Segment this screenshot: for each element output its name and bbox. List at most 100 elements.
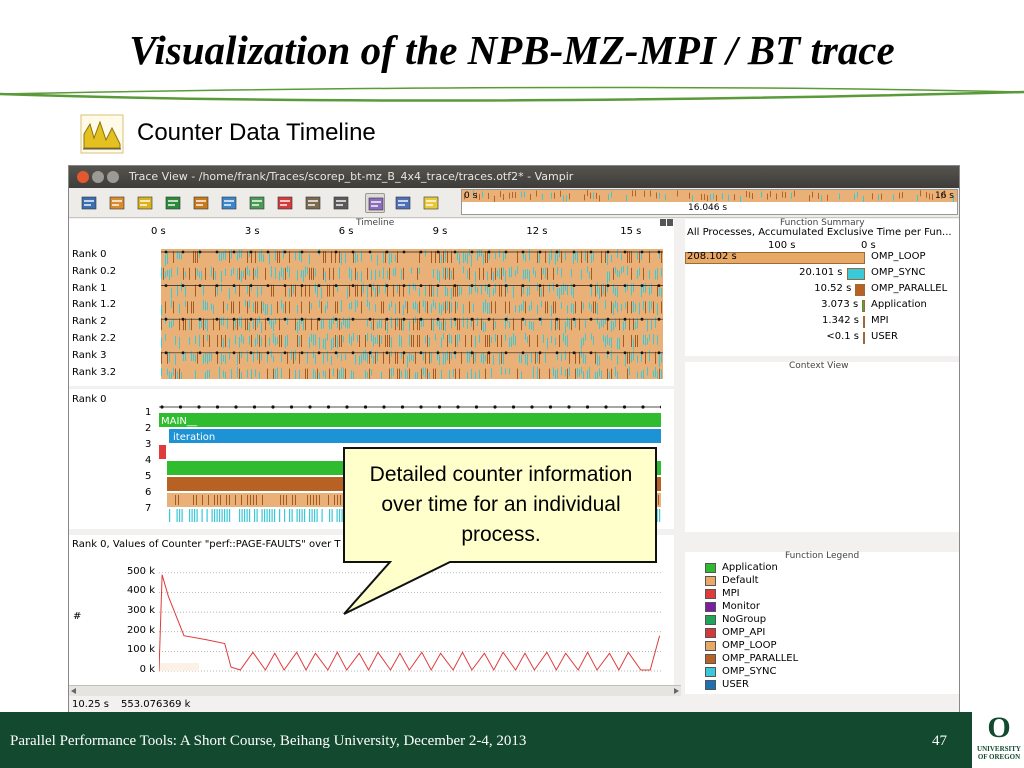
timeline-tick-label: 6 s — [338, 226, 354, 237]
legend-swatch — [705, 576, 716, 586]
timeline-tick-label: 12 s — [526, 226, 548, 237]
window-maximize-button[interactable] — [107, 171, 119, 183]
rank-label[interactable]: Rank 3.2 — [72, 366, 117, 378]
rank-label[interactable]: Rank 1 — [72, 282, 107, 294]
scroll-right-arrow[interactable] — [674, 688, 679, 694]
summary-function-name: OMP_PARALLEL — [871, 283, 948, 294]
process-rank-label: Rank 0 — [72, 394, 107, 405]
slide-footer — [0, 712, 972, 768]
master-timeline-panel: Timeline 0 s 3 s 6 s 9 s 12 s 15 s Rank 0 Rank… — [69, 218, 674, 386]
summary-bar[interactable] — [863, 316, 865, 328]
context-view-panel: Context View — [685, 361, 959, 532]
function-legend-icon[interactable] — [331, 193, 351, 213]
summary-bar[interactable] — [846, 268, 865, 280]
page-number: 47 — [932, 733, 947, 749]
process-timeline-icon[interactable] — [107, 193, 127, 213]
counter-y-tick-label: 200 k — [126, 624, 155, 636]
counter-y-tick-label: 100 k — [126, 644, 155, 656]
counter-chart[interactable] — [159, 563, 661, 675]
legend-swatch — [705, 602, 716, 612]
io-summary-icon[interactable] — [275, 193, 295, 213]
legend-swatch — [705, 589, 716, 599]
message-summary-icon[interactable] — [219, 193, 239, 213]
counter-y-tick-label: 500 k — [126, 565, 155, 577]
counter-timeline-icon[interactable] — [135, 193, 155, 213]
filter-icon[interactable] — [365, 193, 385, 213]
slide-subtitle: Counter Data Timeline — [137, 119, 376, 146]
legend-item[interactable]: OMP_API — [722, 627, 766, 638]
summary-function-name: MPI — [871, 315, 889, 326]
call-depth-label: 2 — [145, 423, 152, 434]
legend-item[interactable]: OMP_SYNC — [722, 666, 777, 677]
legend-swatch — [705, 563, 716, 573]
function-summary-header: Function Summary — [780, 218, 865, 228]
legend-item[interactable]: Default — [722, 575, 759, 586]
call-depth-label: 6 — [145, 487, 152, 498]
summary-axis-min: 0 s — [861, 240, 876, 251]
communication-matrix-icon[interactable] — [247, 193, 267, 213]
call-depth-label: 4 — [145, 455, 152, 466]
context-view-header: Context View — [789, 361, 849, 371]
rank-label[interactable]: Rank 3 — [72, 349, 107, 361]
rank-label[interactable]: Rank 2 — [72, 316, 107, 328]
master-timeline-icon[interactable] — [79, 193, 99, 213]
overview-end-label: 16 s — [934, 191, 954, 201]
window-title: Trace View - /home/frank/Traces/scorep_b… — [129, 170, 574, 183]
call-depth-label: 5 — [145, 471, 152, 482]
trace-overview[interactable]: 0 s 16 s 16.046 s — [461, 189, 958, 215]
summary-bar[interactable] — [685, 252, 865, 264]
summary-value: 1.342 s — [821, 315, 859, 326]
timeline-tick-label: 3 s — [244, 226, 260, 237]
info-icon[interactable] — [421, 193, 441, 213]
callout-bubble — [343, 447, 657, 615]
logo-mark: O — [987, 711, 1011, 744]
university-logo — [974, 712, 1024, 768]
summary-bar[interactable] — [855, 284, 865, 296]
counter-header: Rank 0, Values of Counter "perf::PAGE-FA… — [72, 539, 341, 550]
scroll-left-arrow[interactable] — [71, 688, 76, 694]
timeline-header: Timeline — [356, 218, 395, 228]
legend-swatch — [705, 641, 716, 651]
window-minimize-button[interactable] — [92, 171, 104, 183]
call-tree-icon[interactable] — [303, 193, 323, 213]
function-legend-panel: Function Legend Application Default MPI Mon… — [685, 551, 959, 694]
window-close-button[interactable] — [77, 171, 89, 183]
window-titlebar: Trace View - /home/frank/Traces/scorep_b… — [69, 166, 959, 188]
rank-label[interactable]: Rank 0 — [72, 249, 107, 260]
counter-chart-icon — [80, 114, 124, 154]
legend-item[interactable]: MPI — [722, 588, 740, 599]
performance-radar-icon[interactable] — [163, 193, 183, 213]
function-summary-panel: Function Summary All Processes, Accumula… — [685, 218, 959, 356]
summary-function-name: OMP_LOOP — [871, 251, 926, 262]
summary-value: 10.52 s — [814, 283, 852, 294]
rank-label[interactable]: Rank 0.2 — [72, 265, 117, 277]
legend-item[interactable]: Application — [722, 562, 778, 573]
slide-title: Visualization of the NPB-MZ-MPI / BT tra… — [129, 27, 895, 73]
legend-item[interactable]: OMP_PARALLEL — [722, 653, 799, 664]
counter-unit-label: # — [73, 611, 82, 622]
legend-item[interactable]: NoGroup — [722, 614, 767, 625]
summary-bar[interactable] — [863, 332, 865, 344]
counter-y-tick-label: 0 k — [139, 664, 155, 675]
title-divider — [0, 86, 1024, 102]
callout-text: Detailed counter information over time f… — [369, 463, 633, 546]
legend-item[interactable]: OMP_LOOP — [722, 640, 777, 651]
timeline-tick-label: 9 s — [432, 226, 448, 237]
legend-item[interactable]: Monitor — [722, 601, 761, 612]
summary-value: 3.073 s — [821, 299, 859, 310]
panel-undock-icon[interactable] — [660, 219, 674, 227]
rank-label[interactable]: Rank 1.2 — [72, 299, 117, 311]
counter-y-tick-label: 300 k — [126, 605, 155, 617]
timeline-tick-label: 0 s — [151, 226, 166, 237]
legend-item[interactable]: USER — [722, 679, 749, 690]
rank-label[interactable]: Rank 2.2 — [72, 333, 117, 344]
summary-value: <0.1 s — [826, 331, 859, 342]
overview-activity — [462, 190, 957, 202]
master-timeline-chart[interactable] — [161, 249, 663, 379]
summary-function-name: OMP_SYNC — [871, 267, 926, 278]
status-value: 553.076369 k — [121, 699, 191, 710]
timeline-scrollbar[interactable] — [69, 685, 681, 696]
function-summary-icon[interactable] — [191, 193, 211, 213]
summary-bar[interactable] — [862, 300, 865, 312]
pin-icon[interactable] — [393, 193, 413, 213]
